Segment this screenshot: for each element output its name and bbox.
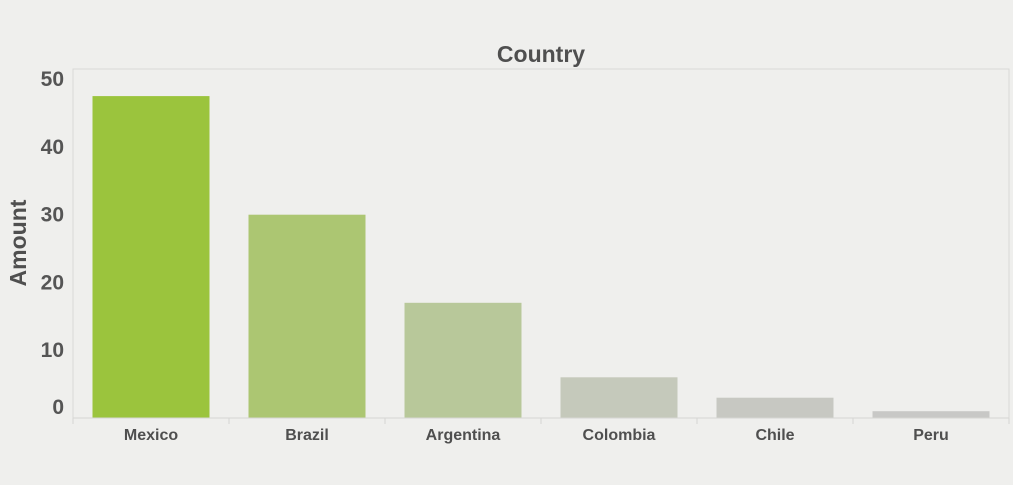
y-tick-label: 20 — [41, 272, 64, 295]
bar-peru — [872, 411, 990, 418]
bar-brazil — [248, 214, 366, 418]
x-category-label: Brazil — [285, 427, 329, 444]
y-tick-label: 50 — [41, 68, 64, 91]
y-tick-label: 30 — [41, 204, 64, 227]
x-category-label: Colombia — [583, 427, 656, 444]
x-axis-categories: Mexico Brazil Argentina Colombia Chile Peru — [72, 418, 1010, 444]
y-tick-label: 0 — [52, 396, 64, 419]
y-axis-label: Amount — [5, 199, 31, 286]
bar-chile — [716, 397, 834, 418]
x-category-label: Argentina — [426, 427, 501, 444]
chart-title: Country — [497, 41, 585, 67]
x-category-label: Peru — [913, 427, 949, 444]
plot-frame — [72, 68, 1010, 419]
y-tick-label: 10 — [41, 339, 64, 362]
x-category-label: Chile — [755, 427, 794, 444]
y-axis-ticks: 0 10 20 30 40 50 — [41, 68, 64, 419]
bar-colombia — [560, 377, 678, 418]
bar-mexico — [92, 96, 210, 418]
bar-argentina — [404, 302, 522, 418]
x-category-label: Mexico — [124, 427, 178, 444]
y-tick-label: 40 — [41, 136, 64, 159]
bars — [92, 96, 990, 418]
